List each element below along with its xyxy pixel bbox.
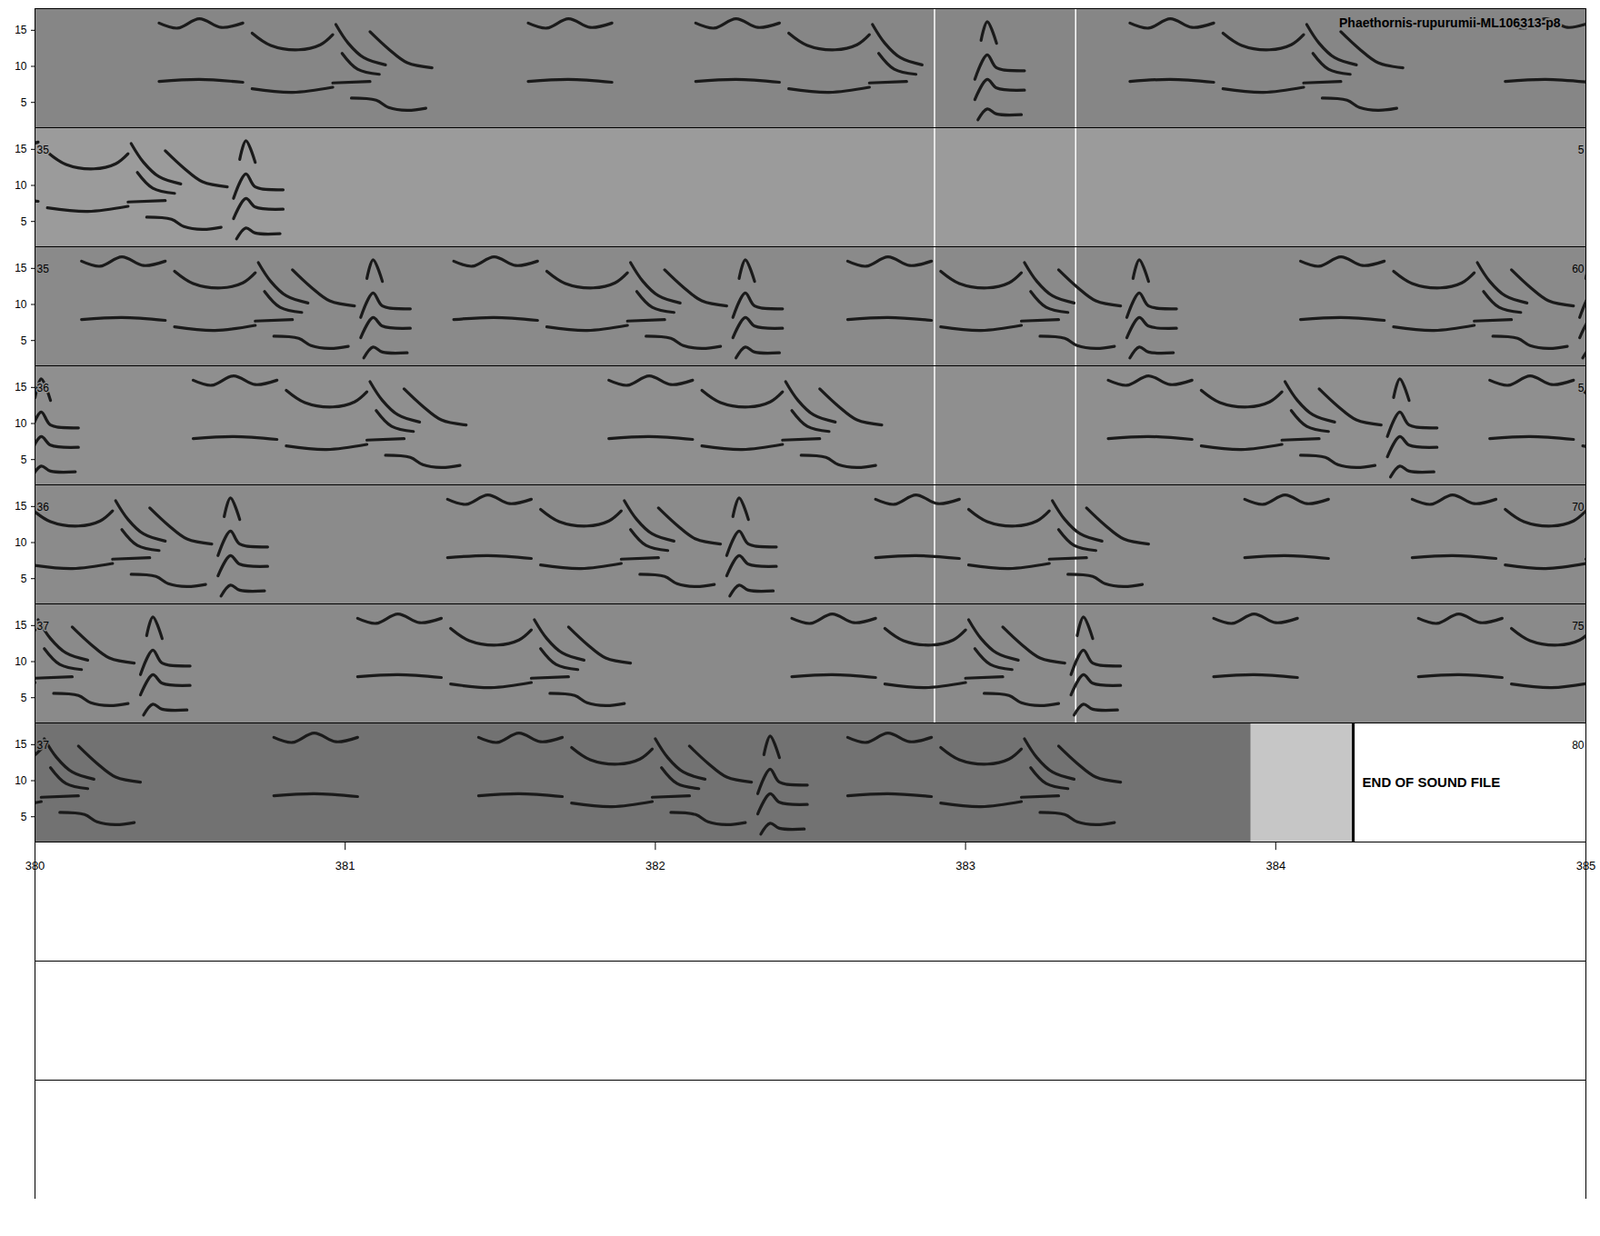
svg-text:382: 382 xyxy=(645,859,666,873)
svg-text:5: 5 xyxy=(20,572,28,586)
svg-text:15: 15 xyxy=(14,500,28,513)
svg-text:384: 384 xyxy=(1265,859,1286,873)
svg-text:15: 15 xyxy=(14,738,28,751)
svg-text:15: 15 xyxy=(14,619,28,632)
svg-text:5: 5 xyxy=(20,96,28,110)
svg-text:5: 5 xyxy=(20,691,28,705)
svg-text:36: 36 xyxy=(37,381,50,395)
svg-text:10: 10 xyxy=(14,774,28,788)
svg-text:10: 10 xyxy=(14,655,28,669)
svg-text:5: 5 xyxy=(1578,143,1585,157)
svg-text:5: 5 xyxy=(20,334,28,348)
svg-text:10: 10 xyxy=(14,60,28,73)
svg-text:35: 35 xyxy=(37,143,50,157)
svg-text:70: 70 xyxy=(1571,500,1585,514)
svg-text:15: 15 xyxy=(14,142,28,156)
svg-text:35: 35 xyxy=(37,262,50,276)
svg-text:10: 10 xyxy=(14,536,28,550)
svg-text:15: 15 xyxy=(14,261,28,275)
svg-text:381: 381 xyxy=(335,859,356,873)
svg-text:380: 380 xyxy=(25,859,45,873)
svg-text:15: 15 xyxy=(14,23,28,37)
svg-text:5: 5 xyxy=(20,810,28,824)
svg-text:37: 37 xyxy=(37,620,50,633)
svg-text:385: 385 xyxy=(1576,859,1596,873)
svg-text:END OF SOUND FILE: END OF SOUND FILE xyxy=(1362,774,1501,790)
svg-text:383: 383 xyxy=(955,859,976,873)
svg-text:Phaethornis-rupurumii-ML106313: Phaethornis-rupurumii-ML106313-p8 xyxy=(1339,15,1561,30)
svg-text:5: 5 xyxy=(20,215,28,229)
svg-text:80: 80 xyxy=(1571,739,1585,752)
svg-text:10: 10 xyxy=(14,179,28,192)
svg-text:60: 60 xyxy=(1571,262,1585,276)
svg-text:75: 75 xyxy=(1571,620,1585,633)
svg-text:36: 36 xyxy=(37,500,50,514)
svg-text:15: 15 xyxy=(14,380,28,394)
svg-text:37: 37 xyxy=(37,739,50,752)
svg-text:5: 5 xyxy=(1578,381,1585,395)
svg-text:10: 10 xyxy=(14,417,28,430)
svg-text:10: 10 xyxy=(14,298,28,311)
svg-text:5: 5 xyxy=(20,453,28,467)
